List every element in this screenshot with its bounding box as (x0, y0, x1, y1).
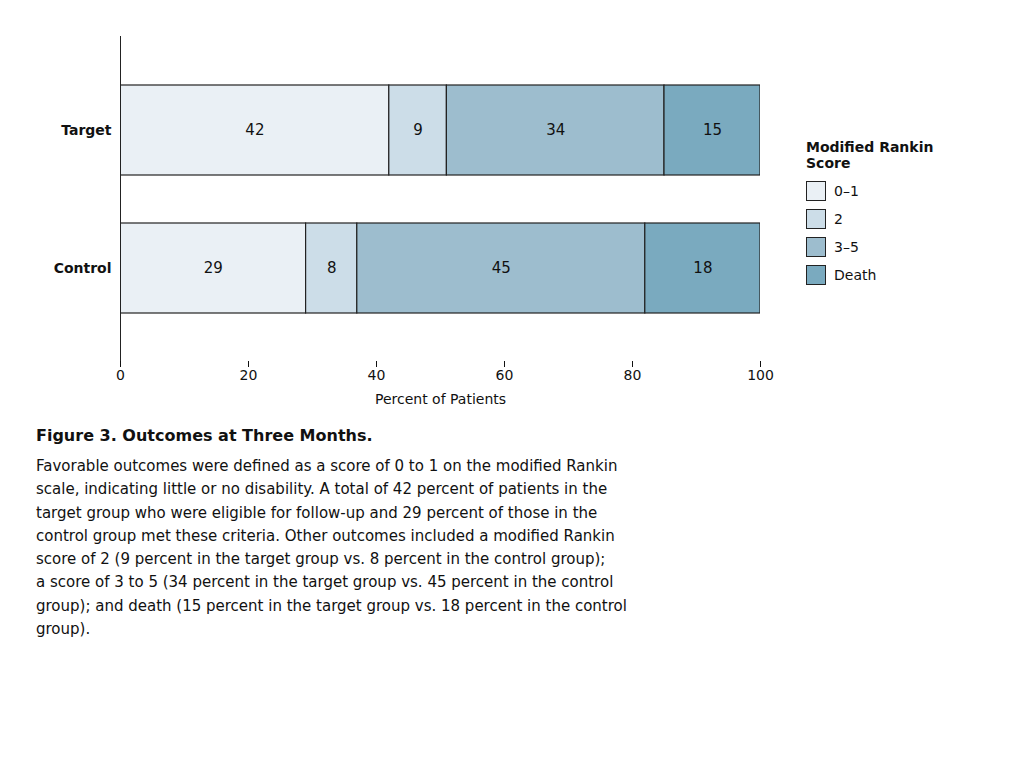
svg-text:100: 100 (747, 367, 774, 383)
svg-text:34: 34 (546, 121, 565, 139)
svg-text:Control: Control (54, 260, 112, 276)
svg-text:0: 0 (116, 367, 125, 383)
html-text:2: 2 (834, 211, 843, 227)
svg-text:Percent of Patients: Percent of Patients (375, 391, 506, 407)
svg-text:20: 20 (240, 367, 258, 383)
svg-text:18: 18 (693, 259, 712, 277)
svg-text:29: 29 (204, 259, 223, 277)
svg-text:60: 60 (496, 367, 514, 383)
html-text:3–5: 3–5 (834, 239, 859, 255)
svg-text:15: 15 (703, 121, 722, 139)
svg-text:80: 80 (624, 367, 642, 383)
html-text:Favorable outcomes were define: Favorable outcomes were defined as a sco… (36, 457, 627, 638)
svg-text:42: 42 (245, 121, 264, 139)
svg-text:9: 9 (413, 121, 423, 139)
svg-text:Target: Target (61, 122, 112, 138)
html-text:0–1: 0–1 (834, 183, 859, 199)
html-text:Death: Death (834, 267, 877, 283)
svg-text:40: 40 (368, 367, 386, 383)
html-text:Figure 3. Outcomes at Three Mo: Figure 3. Outcomes at Three Months. (36, 426, 373, 445)
svg-text:45: 45 (492, 259, 511, 277)
svg-text:8: 8 (327, 259, 337, 277)
html-text:Modified Rankin Score: Modified Rankin Score (806, 139, 934, 171)
